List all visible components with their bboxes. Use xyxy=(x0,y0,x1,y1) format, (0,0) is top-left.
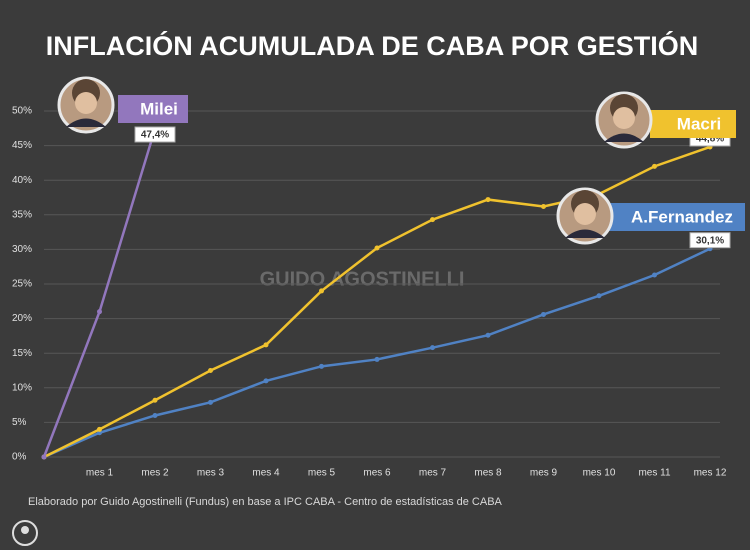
chart-title: INFLACIÓN ACUMULADA DE CABA POR GESTIÓN xyxy=(46,30,698,61)
y-tick-label: 40% xyxy=(12,175,32,186)
data-point xyxy=(541,311,546,317)
data-point xyxy=(430,217,435,223)
x-tick-label: mes 2 xyxy=(141,468,169,479)
data-point xyxy=(263,378,269,384)
legend-box xyxy=(607,203,745,231)
x-tick-label: mes 5 xyxy=(308,468,336,479)
x-tick-label: mes 12 xyxy=(694,468,727,479)
watermark: GUIDO AGOSTINELLI xyxy=(260,268,465,290)
value-label: 30,1% xyxy=(696,235,724,246)
y-tick-label: 45% xyxy=(12,140,32,151)
y-tick-label: 15% xyxy=(12,348,32,359)
y-tick-label: 5% xyxy=(12,417,27,428)
portrait-face xyxy=(574,203,596,225)
profile-icon-head xyxy=(21,526,29,534)
portrait-suit xyxy=(565,229,605,238)
legend-label: A.Fernandez xyxy=(631,207,733,226)
y-tick-label: 20% xyxy=(12,313,32,324)
portrait-suit xyxy=(604,133,644,142)
x-tick-label: mes 6 xyxy=(363,468,391,479)
y-tick-label: 30% xyxy=(12,244,32,255)
x-tick-label: mes 11 xyxy=(638,468,670,479)
x-tick-label: mes 10 xyxy=(583,468,616,479)
y-tick-label: 0% xyxy=(12,452,27,463)
x-tick-label: mes 7 xyxy=(419,468,447,479)
x-tick-label: mes 8 xyxy=(474,468,502,479)
data-point xyxy=(319,363,324,369)
data-point xyxy=(97,426,102,432)
data-point xyxy=(374,356,380,362)
data-point xyxy=(208,368,213,373)
value-label: 47,4% xyxy=(141,130,169,141)
data-point xyxy=(263,342,269,348)
data-point xyxy=(485,332,491,338)
data-point xyxy=(596,293,602,299)
y-tick-label: 25% xyxy=(12,279,32,290)
x-tick-label: mes 1 xyxy=(86,468,114,479)
value-label: 44,8% xyxy=(696,134,724,145)
data-point xyxy=(430,345,435,351)
portrait-face xyxy=(613,107,635,129)
y-tick-label: 10% xyxy=(12,382,32,393)
value-label-box xyxy=(134,126,176,143)
data-point xyxy=(152,397,158,403)
legend-box xyxy=(650,110,736,138)
x-tick-label: mes 3 xyxy=(197,468,225,479)
x-tick-label: mes 4 xyxy=(252,468,280,479)
source-note: Elaborado por Guido Agostinelli (Fundus)… xyxy=(28,496,503,508)
data-point xyxy=(374,245,380,251)
data-point xyxy=(652,163,657,169)
data-point xyxy=(652,272,657,278)
data-point xyxy=(97,430,102,436)
data-point xyxy=(208,399,213,405)
profile-icon xyxy=(12,520,38,546)
y-tick-label: 35% xyxy=(12,209,32,220)
legend-label: Milei xyxy=(140,99,178,118)
portrait-suit xyxy=(66,118,106,127)
data-point xyxy=(319,288,324,294)
legend-box xyxy=(118,95,188,123)
data-point xyxy=(152,412,158,418)
y-tick-label: 50% xyxy=(12,106,32,117)
portrait-face xyxy=(75,92,97,114)
data-point xyxy=(541,203,546,209)
value-label-box xyxy=(689,232,731,249)
data-point xyxy=(485,197,491,203)
legend-label: Macri xyxy=(677,114,721,133)
data-point xyxy=(41,454,47,460)
data-point xyxy=(97,309,102,315)
x-tick-label: mes 9 xyxy=(530,468,558,479)
